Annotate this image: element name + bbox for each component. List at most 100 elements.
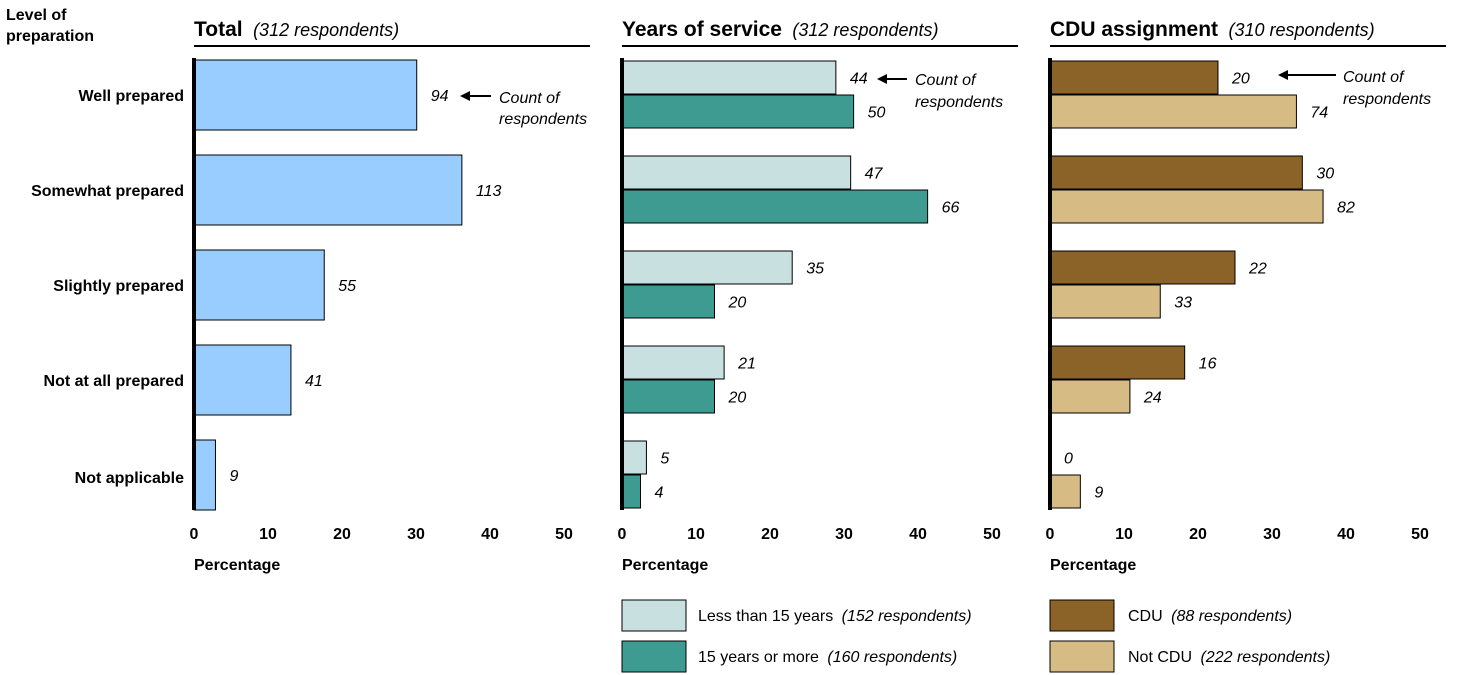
value-label: 113 xyxy=(476,183,502,200)
annotation: Count of respondents xyxy=(460,90,587,128)
value-label: 20 xyxy=(1231,71,1250,88)
value-label: 9 xyxy=(229,468,238,485)
value-label: 24 xyxy=(1143,390,1162,407)
legend-swatch xyxy=(1049,640,1115,673)
category-labels: Well prepared Somewhat prepared Slightly… xyxy=(31,88,184,487)
annotation-line2: respondents xyxy=(915,94,1003,111)
category-label: Somewhat prepared xyxy=(31,183,184,200)
panel-title: Total (312 respondents) xyxy=(194,18,399,41)
value-label: 21 xyxy=(737,356,756,373)
annotation-text: Count of respondents xyxy=(1343,69,1431,108)
x-tick-label: 0 xyxy=(190,526,199,543)
x-axis-label: Percentage xyxy=(622,557,708,574)
x-tick-label: 40 xyxy=(909,526,927,543)
bar xyxy=(621,94,855,129)
bar xyxy=(621,60,837,95)
value-label: 50 xyxy=(868,105,886,122)
tick-group: 0 10 20 30 40 50 xyxy=(618,526,1001,543)
legend-entry: Less than 15 years (152 respondents) xyxy=(698,608,972,625)
bar-group xyxy=(1049,60,1324,509)
x-tick-label: 30 xyxy=(1263,526,1281,543)
bar xyxy=(193,439,216,511)
value-label: 55 xyxy=(338,278,356,295)
legend-swatch xyxy=(621,640,687,673)
y-axis-title-line1: Level of xyxy=(6,7,67,24)
arrow-head xyxy=(1278,70,1288,80)
panel-title-sub: (312 respondents) xyxy=(253,20,399,40)
value-label: 30 xyxy=(1316,166,1334,183)
bar xyxy=(621,250,793,285)
x-tick-label: 0 xyxy=(618,526,627,543)
x-tick-label: 10 xyxy=(687,526,705,543)
bar xyxy=(193,249,325,321)
panel-title-sub: (312 respondents) xyxy=(792,20,938,40)
bar xyxy=(621,474,641,509)
panel-cdu-assignment: CDU assignment (310 respondents) 20 30 22 1… xyxy=(1046,18,1446,574)
value-label: 16 xyxy=(1199,356,1217,373)
value-label: 33 xyxy=(1174,295,1192,312)
x-tick-label: 30 xyxy=(835,526,853,543)
x-tick-label: 50 xyxy=(983,526,1001,543)
legend-label: Less than 15 years xyxy=(698,608,833,625)
x-tick-label: 20 xyxy=(333,526,351,543)
value-label: 20 xyxy=(728,390,747,407)
legend-label: 15 years or more xyxy=(698,649,819,666)
category-label: Not applicable xyxy=(75,470,184,487)
x-tick-label: 10 xyxy=(259,526,277,543)
legend-note: (152 respondents) xyxy=(842,608,972,625)
value-label: 0 xyxy=(1064,451,1073,468)
x-tick-label: 40 xyxy=(481,526,499,543)
value-label: 4 xyxy=(655,485,664,502)
x-tick-label: 0 xyxy=(1046,526,1055,543)
legend-entry: Not CDU (222 respondents) xyxy=(1128,649,1330,666)
annotation-line1: Count of xyxy=(499,90,561,107)
x-tick-label: 20 xyxy=(1189,526,1207,543)
x-axis-label: Percentage xyxy=(194,557,280,574)
annotation-line2: respondents xyxy=(499,111,587,128)
annotation: Count of respondents xyxy=(877,72,1003,111)
value-label-group: 94 113 55 41 9 xyxy=(229,88,501,485)
bar xyxy=(1049,474,1081,509)
bar xyxy=(1049,189,1324,224)
legend-swatch xyxy=(621,599,687,632)
x-tick-label: 50 xyxy=(555,526,573,543)
value-label: 20 xyxy=(728,295,747,312)
legend-note: (160 respondents) xyxy=(827,649,957,666)
legend-swatch xyxy=(1049,599,1115,632)
legend-note: (222 respondents) xyxy=(1200,649,1330,666)
legend-note: (88 respondents) xyxy=(1171,608,1292,625)
arrow-head xyxy=(460,91,470,101)
bar xyxy=(1049,379,1131,414)
annotation-line1: Count of xyxy=(1343,69,1405,86)
bar xyxy=(1049,155,1303,190)
bar xyxy=(193,59,418,131)
bar xyxy=(193,344,292,416)
annotation: Count of respondents xyxy=(1278,69,1431,108)
tick-group: 0 10 20 30 40 50 xyxy=(1046,526,1429,543)
value-label: 82 xyxy=(1337,200,1355,217)
bar xyxy=(1049,284,1161,319)
value-label: 35 xyxy=(806,261,824,278)
bar-group xyxy=(193,59,463,511)
annotation-line2: respondents xyxy=(1343,91,1431,108)
panel-title-main: Total xyxy=(194,18,243,41)
x-tick-label: 50 xyxy=(1411,526,1429,543)
panel-years-of-service: Years of service (312 respondents) 44 47 3… xyxy=(618,18,1018,574)
value-label-group: 20 30 22 16 0 74 82 33 24 9 xyxy=(1064,71,1355,502)
tick-group: 0 10 20 30 40 50 xyxy=(190,526,573,543)
bar xyxy=(621,379,715,414)
bar-group xyxy=(621,60,929,509)
annotation-line1: Count of xyxy=(915,72,977,89)
legend-label: CDU xyxy=(1128,608,1163,625)
legend-entry: 15 years or more (160 respondents) xyxy=(698,649,957,666)
value-label: 41 xyxy=(305,373,323,390)
value-label: 5 xyxy=(660,451,669,468)
bar xyxy=(1049,345,1186,380)
bar xyxy=(621,440,647,475)
value-label: 47 xyxy=(865,166,884,183)
panel-title-main: Years of service xyxy=(622,18,782,41)
x-tick-label: 20 xyxy=(761,526,779,543)
value-label: 94 xyxy=(431,88,449,105)
bar xyxy=(1049,250,1236,285)
